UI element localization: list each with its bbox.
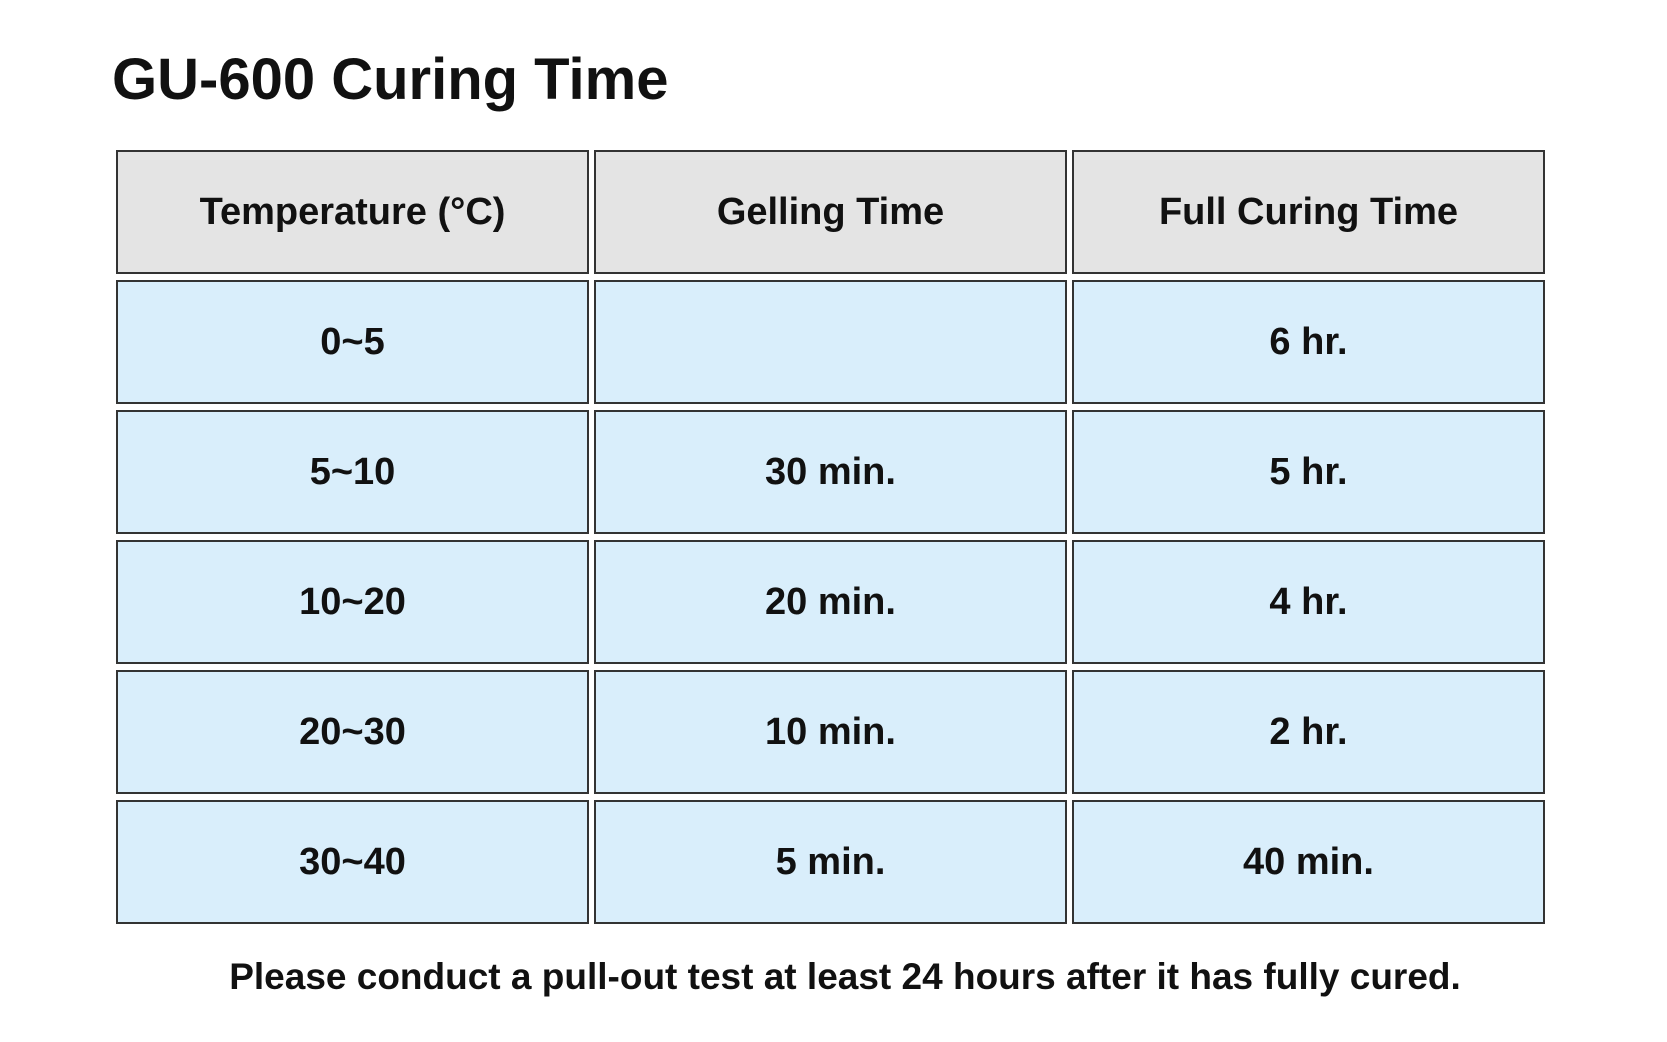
header-cell: Full Curing Time <box>1072 150 1545 274</box>
table-cell: 5~10 <box>116 410 589 534</box>
header-cell: Gelling Time <box>594 150 1067 274</box>
table-cell: 0~5 <box>116 280 589 404</box>
table-cell <box>594 280 1067 404</box>
table-cell: 10 min. <box>594 670 1067 794</box>
table-cell: 2 hr. <box>1072 670 1545 794</box>
table-cell: 10~20 <box>116 540 589 664</box>
table-cell: 30~40 <box>116 800 589 924</box>
table-cell: 5 hr. <box>1072 410 1545 534</box>
table-cell: 6 hr. <box>1072 280 1545 404</box>
table-cell: 20~30 <box>116 670 589 794</box>
table-cell: 20 min. <box>594 540 1067 664</box>
table-cell: 5 min. <box>594 800 1067 924</box>
table-cell: 30 min. <box>594 410 1067 534</box>
title: GU-600 Curing Time <box>112 47 669 112</box>
table-cell: 4 hr. <box>1072 540 1545 664</box>
table-cell: 40 min. <box>1072 800 1545 924</box>
note: Please conduct a pull-out test at least … <box>229 956 1461 997</box>
header-cell: Temperature (°C) <box>116 150 589 274</box>
